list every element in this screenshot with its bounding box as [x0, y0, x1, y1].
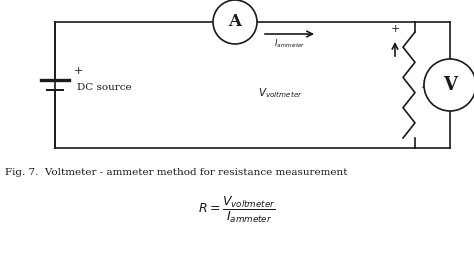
Text: Fig. 7.  Voltmeter - ammeter method for resistance measurement: Fig. 7. Voltmeter - ammeter method for r… [5, 168, 347, 177]
Text: $V_{voltmeter}$: $V_{voltmeter}$ [257, 86, 302, 100]
Text: $R = \dfrac{V_{voltmeter}}{I_{ammeter}}$: $R = \dfrac{V_{voltmeter}}{I_{ammeter}}$ [198, 195, 276, 225]
Circle shape [424, 59, 474, 111]
Text: +: + [390, 24, 400, 34]
Text: $I_{ammeter}$: $I_{ammeter}$ [273, 38, 305, 51]
Text: A: A [228, 14, 241, 31]
Circle shape [213, 0, 257, 44]
Text: V: V [443, 76, 457, 94]
Text: DC source: DC source [77, 82, 132, 92]
Text: R: R [421, 80, 429, 90]
Text: +: + [74, 66, 83, 76]
